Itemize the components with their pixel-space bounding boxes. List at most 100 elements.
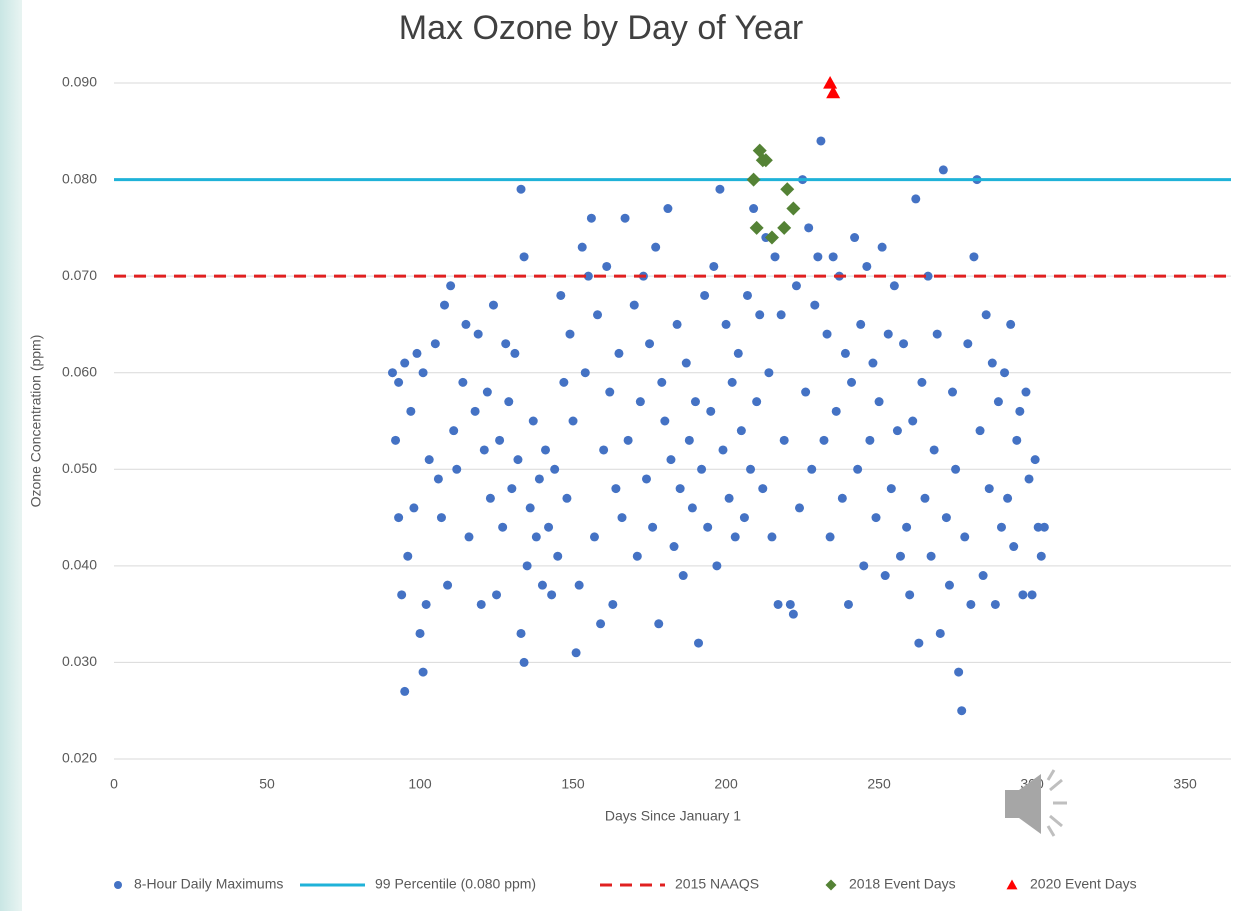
point xyxy=(825,532,835,542)
point xyxy=(856,319,866,329)
point xyxy=(712,561,722,571)
point xyxy=(795,503,805,513)
point xyxy=(874,397,884,407)
point xyxy=(641,474,651,484)
point xyxy=(492,590,502,600)
point xyxy=(544,522,554,532)
point xyxy=(577,242,587,252)
point xyxy=(746,172,761,187)
point xyxy=(525,503,535,513)
point xyxy=(822,329,832,339)
point xyxy=(608,599,618,609)
point xyxy=(996,522,1006,532)
legend-label: 8-Hour Daily Maximums xyxy=(134,876,283,892)
point xyxy=(394,377,404,387)
point xyxy=(923,271,933,281)
point xyxy=(433,474,443,484)
point xyxy=(430,339,440,349)
x-tick-label: 150 xyxy=(561,776,585,792)
point xyxy=(770,252,780,262)
point xyxy=(749,204,759,214)
point xyxy=(440,300,450,310)
point xyxy=(452,464,462,474)
point xyxy=(602,261,612,271)
point xyxy=(614,348,624,358)
point xyxy=(504,397,514,407)
point xyxy=(593,310,603,320)
point xyxy=(553,551,563,561)
legend-swatch xyxy=(114,881,122,889)
point xyxy=(516,628,526,638)
point xyxy=(733,348,743,358)
point xyxy=(706,406,716,416)
point xyxy=(880,571,890,581)
point xyxy=(758,484,768,494)
point xyxy=(550,464,560,474)
point xyxy=(831,406,841,416)
point xyxy=(780,182,795,197)
point xyxy=(1027,590,1037,600)
point xyxy=(1030,455,1040,465)
point xyxy=(556,290,566,300)
point xyxy=(400,686,410,696)
y-axis-label: Ozone Concentration (ppm) xyxy=(28,335,44,508)
point xyxy=(929,445,939,455)
point xyxy=(843,599,853,609)
point xyxy=(470,406,480,416)
point xyxy=(617,513,627,523)
point xyxy=(473,329,483,339)
point xyxy=(522,561,532,571)
point xyxy=(767,532,777,542)
point xyxy=(571,648,581,658)
legend-swatch xyxy=(825,879,837,891)
point xyxy=(788,609,798,619)
point xyxy=(565,329,575,339)
point xyxy=(443,580,453,590)
point xyxy=(412,348,422,358)
point xyxy=(663,204,673,214)
point xyxy=(406,406,416,416)
point xyxy=(895,551,905,561)
point xyxy=(507,484,517,494)
point xyxy=(920,493,930,503)
point xyxy=(651,242,661,252)
point xyxy=(975,426,985,436)
point xyxy=(840,348,850,358)
point xyxy=(580,368,590,378)
point xyxy=(773,599,783,609)
chart-title: Max Ozone by Day of Year xyxy=(399,9,803,47)
y-tick-label: 0.090 xyxy=(62,74,97,90)
point xyxy=(764,230,779,245)
y-tick-label: 0.020 xyxy=(62,750,97,766)
speaker-icon[interactable] xyxy=(1005,769,1067,837)
y-tick-label: 0.070 xyxy=(62,267,97,283)
point xyxy=(574,580,584,590)
point xyxy=(853,464,863,474)
point xyxy=(981,310,991,320)
point xyxy=(889,281,899,291)
point xyxy=(868,358,878,368)
point xyxy=(660,416,670,426)
point xyxy=(516,184,526,194)
point xyxy=(623,435,633,445)
legend-label: 2018 Event Days xyxy=(849,876,956,892)
point xyxy=(424,455,434,465)
point xyxy=(908,416,918,426)
point xyxy=(1006,319,1016,329)
point xyxy=(669,542,679,552)
point xyxy=(826,85,841,99)
point xyxy=(387,368,397,378)
point xyxy=(1039,522,1049,532)
y-tick-label: 0.050 xyxy=(62,460,97,476)
point xyxy=(709,261,719,271)
point xyxy=(828,252,838,262)
point xyxy=(819,435,829,445)
chart-area xyxy=(22,0,1246,911)
point xyxy=(721,319,731,329)
point xyxy=(914,638,924,648)
point xyxy=(690,397,700,407)
point xyxy=(859,561,869,571)
point xyxy=(954,667,964,677)
point xyxy=(488,300,498,310)
point xyxy=(657,377,667,387)
